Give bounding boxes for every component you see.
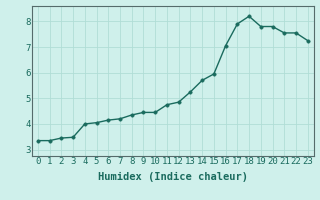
X-axis label: Humidex (Indice chaleur): Humidex (Indice chaleur)	[98, 172, 248, 182]
